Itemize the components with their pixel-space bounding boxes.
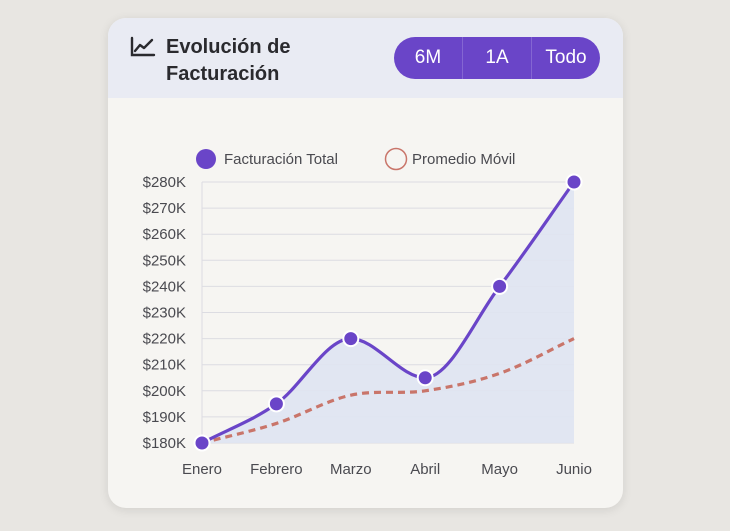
y-tick-label: $200K [143, 383, 186, 400]
y-tick-label: $230K [143, 305, 186, 322]
card-title: Evolución de Facturación [130, 34, 360, 88]
moving-average-line [201, 337, 575, 445]
data-point-febrero[interactable] [267, 395, 285, 413]
legend-average-marker[interactable] [384, 147, 408, 171]
y-tick-label: $210K [143, 357, 186, 374]
title-line-1: Evolución de [166, 36, 291, 58]
x-axis: Enero Febrero Marzo Abril Mayo Junio [182, 461, 592, 478]
data-point-mayo[interactable] [491, 277, 509, 295]
data-point-abril[interactable] [416, 369, 434, 387]
y-tick-label: $220K [143, 331, 186, 348]
line-chart-icon [130, 36, 156, 57]
x-tick-label: Junio [556, 461, 592, 478]
y-tick-label: $240K [143, 278, 186, 295]
y-tick-label: $180K [143, 435, 186, 452]
plot-area [193, 173, 583, 452]
y-tick-label: $190K [143, 409, 186, 426]
title-line-2: Facturación [166, 63, 280, 85]
y-tick-label: $270K [143, 200, 186, 217]
x-tick-label: Abril [410, 461, 440, 478]
revenue-chart: Facturación Total Promedio Móvil $180K$1… [143, 147, 592, 478]
range-6m-button[interactable]: 6M [414, 47, 442, 68]
legend-average-label[interactable]: Promedio Móvil [412, 151, 515, 168]
y-axis: $180K $190K $200K $210K $220K $230K $240K $250K… [143, 174, 186, 452]
x-tick-label: Febrero [250, 461, 303, 478]
range-1a-button[interactable]: 1A [462, 37, 531, 79]
range-todo-button[interactable]: Todo [531, 37, 600, 79]
x-tick-label: Mayo [481, 461, 518, 478]
chart-legend: Facturación Total Promedio Móvil [196, 147, 515, 171]
legend-total-label[interactable]: Facturación Total [224, 151, 338, 168]
data-point-enero[interactable] [193, 434, 211, 452]
x-tick-label: Marzo [330, 461, 372, 478]
data-point-junio[interactable] [565, 173, 583, 191]
x-tick-label: Enero [182, 461, 222, 478]
data-point-marzo[interactable] [342, 330, 360, 348]
legend-total-marker[interactable] [196, 149, 216, 169]
y-tick-label: $250K [143, 252, 186, 269]
y-tick-label: $280K [143, 174, 186, 191]
revenue-card: Evolución de Facturación 6M 1A Todo Fact… [108, 18, 623, 508]
range-selector: 6M 1A Todo [394, 37, 600, 79]
y-tick-label: $260K [143, 226, 186, 243]
card-header: Evolución de Facturación 6M 1A Todo [108, 18, 623, 98]
